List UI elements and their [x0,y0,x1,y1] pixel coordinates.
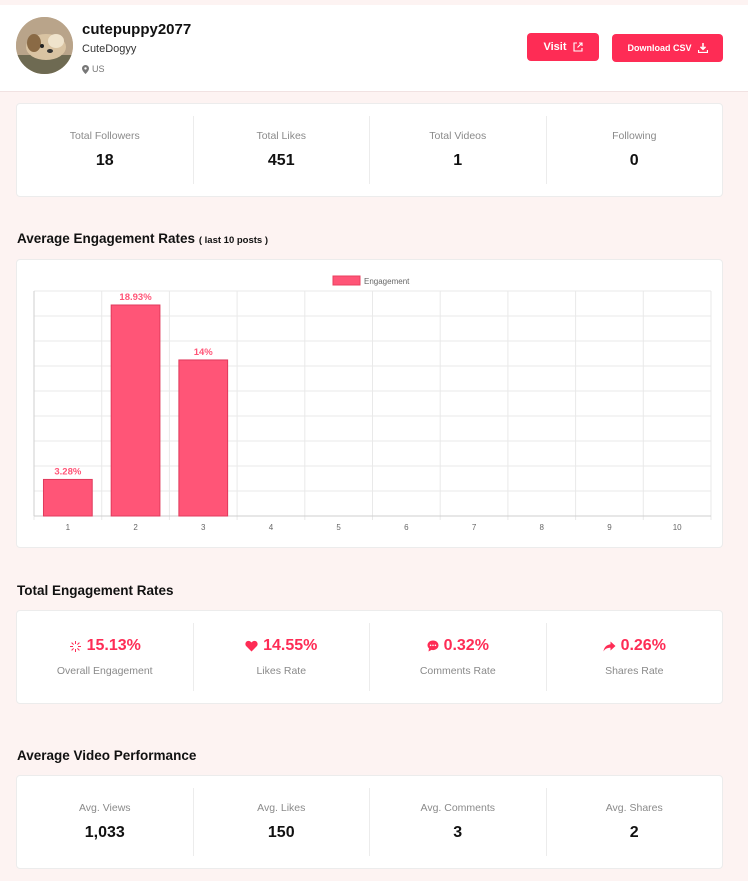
sparkle-icon [69,640,81,652]
avg-video-title: Average Video Performance [17,748,197,763]
comments-rate-value: 0.32% [443,637,489,654]
x-tick-label-9: 9 [607,523,612,532]
stat-value: 2 [629,824,639,841]
avg-shares-stat: Avg. Shares 2 [547,788,723,856]
x-tick-label-1: 1 [66,523,71,532]
stat-following: Following 0 [547,116,723,184]
x-tick-label-3: 3 [201,523,206,532]
avg-likes-stat: Avg. Likes 150 [194,788,370,856]
heart-icon [245,640,258,652]
visit-button[interactable]: Visit [527,33,599,61]
comment-icon [427,640,439,652]
location-pin-icon [82,64,89,74]
stat-label: Avg. Likes [257,802,306,814]
total-engagement-card: 15.13% Overall Engagement 14.55% Likes R… [16,610,723,704]
x-tick-label-6: 6 [404,523,409,532]
likes-rate-label: Likes Rate [256,665,307,677]
chart-data-labels: 3.28% 18.93% 14% [54,292,213,477]
stat-label: Avg. Comments [420,802,496,814]
chart-bar-1 [42,478,93,517]
profile-header: cutepuppy2077 CuteDogyy US Visit Downloa… [0,5,748,92]
stat-value: 18 [95,152,114,169]
profile-nickname: CuteDogyy [82,43,137,55]
engagement-chart-card: Engagement 3.28% 18.93% 14% 1 2 3 4 5 6 7 8 9 10 [16,259,723,548]
chart-legend: Engagement [332,275,410,286]
stat-total-likes: Total Likes 451 [194,116,370,184]
profile-username: cutepuppy2077 [82,21,192,38]
stat-label: Avg. Shares [605,802,663,814]
likes-rate-value: 14.55% [263,637,318,654]
avg-video-card: Avg. Views 1,033 Avg. Likes 150 Avg. Com… [16,775,723,869]
share-icon [603,641,616,651]
x-tick-label-7: 7 [472,523,477,532]
x-tick-label-2: 2 [133,523,138,532]
chart-bars [42,304,229,517]
x-tick-label-8: 8 [540,523,545,532]
x-tick-label-4: 4 [269,523,274,532]
chart-x-ticks: 1 2 3 4 5 6 7 8 9 10 [66,523,683,532]
overall-engagement-value: 15.13% [86,637,141,654]
download-csv-button[interactable]: Download CSV [612,34,723,62]
stat-label: Following [612,130,657,142]
data-label-2: 18.93% [119,292,152,303]
shares-rate-label: Shares Rate [605,665,664,677]
stat-value: 150 [267,824,295,841]
stat-label: Total Likes [256,130,307,142]
comments-rate-stat: 0.32% Comments Rate [370,623,547,691]
legend-swatch [332,275,361,286]
shares-rate-stat: 0.26% Shares Rate [547,623,723,691]
stat-total-followers: Total Followers 18 [17,116,194,184]
stat-label: Avg. Views [78,802,131,814]
data-label-1: 3.28% [54,466,81,477]
avatar-image [16,17,73,74]
comments-rate-label: Comments Rate [419,665,496,677]
location-text: US [92,64,105,74]
stat-label: Total Videos [429,130,487,142]
visit-button-label: Visit [543,41,567,53]
stat-value: 1 [453,152,463,169]
chart-bar-3 [178,359,229,517]
x-tick-label-10: 10 [673,523,682,532]
engagement-bar-chart: Engagement 3.28% 18.93% 14% 1 2 3 4 5 6 7 8 9 10 [33,275,712,532]
avg-engagement-title: Average Engagement Rates ( last 10 posts… [17,231,268,246]
avg-engagement-title-text: Average Engagement Rates [17,231,196,246]
download-csv-label: Download CSV [627,43,692,53]
stat-value: 451 [267,152,295,169]
avg-comments-stat: Avg. Comments 3 [370,788,547,856]
avg-views-stat: Avg. Views 1,033 [17,788,194,856]
stat-value: 3 [453,824,463,841]
overall-engagement-stat: 15.13% Overall Engagement [17,623,194,691]
total-engagement-title: Total Engagement Rates [17,583,174,598]
avg-engagement-subtitle: ( last 10 posts ) [198,235,269,246]
external-link-icon [572,42,583,52]
stat-total-videos: Total Videos 1 [370,116,547,184]
x-tick-label-5: 5 [336,523,341,532]
likes-rate-stat: 14.55% Likes Rate [194,623,370,691]
overall-engagement-label: Overall Engagement [56,665,153,677]
stat-label: Total Followers [69,130,140,142]
data-label-3: 14% [194,347,214,358]
stat-value: 1,033 [84,824,125,841]
legend-label: Engagement [364,277,410,286]
summary-stats-card: Total Followers 18 Total Likes 451 Total… [16,103,723,197]
profile-location: US [82,64,105,74]
chart-bar-2 [110,304,161,517]
stat-value: 0 [629,152,639,169]
download-icon [697,43,708,53]
avatar [16,17,73,74]
shares-rate-value: 0.26% [620,637,666,654]
